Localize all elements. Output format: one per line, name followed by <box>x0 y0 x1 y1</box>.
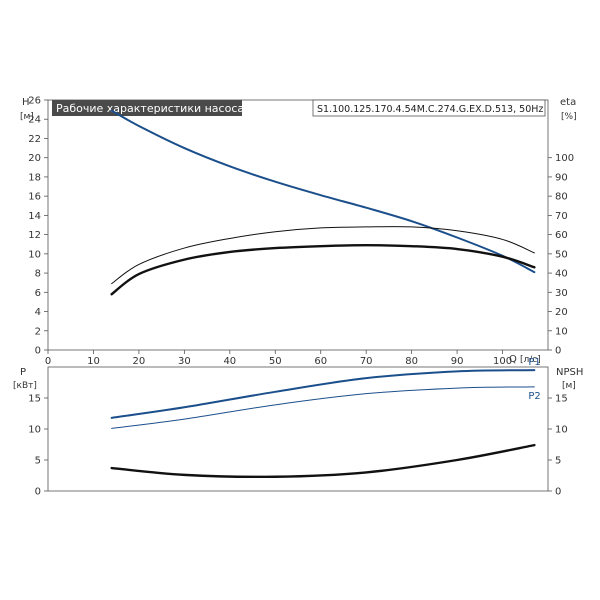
right-tick-label: 80 <box>555 192 568 203</box>
curves: P1 P2 <box>110 109 541 479</box>
eta-axis-name: eta <box>560 97 576 108</box>
left-tick-label: 0 <box>35 346 41 357</box>
x-tick-label: 10 <box>87 356 100 367</box>
x-tick-label: 90 <box>451 356 464 367</box>
curve-p2 <box>111 386 535 429</box>
left-tick-label: 14 <box>28 211 41 222</box>
left-tick-label: 18 <box>28 172 41 183</box>
right-tick-label: 50 <box>555 249 568 260</box>
left-tick-label: 20 <box>28 153 41 164</box>
left-tick-label: 4 <box>35 307 41 318</box>
left-tick-label: 5 <box>35 456 41 467</box>
npsh-axis-name: NPSH <box>556 367 583 378</box>
model-code-box <box>312 99 546 117</box>
right-tick-label: 15 <box>555 394 568 405</box>
right-tick-label: 40 <box>555 269 568 280</box>
left-tick-label: 10 <box>28 249 41 260</box>
head-axis-unit: [м] <box>20 112 34 122</box>
eta-axis-unit: [%] <box>561 112 577 122</box>
chart-title: Рабочие характеристики насоса <box>56 102 244 115</box>
x-tick-label: 30 <box>178 356 191 367</box>
left-tick-label: 24 <box>28 115 41 126</box>
curve-top-0 <box>110 109 536 274</box>
power-axis-name: P <box>20 367 26 378</box>
top-plot-frame <box>47 99 549 351</box>
right-tick-label: 30 <box>555 288 568 299</box>
left-tick-label: 16 <box>28 192 41 203</box>
left-tick-label: 26 <box>28 96 41 107</box>
x-tick-label: 80 <box>405 356 418 367</box>
power-axis-unit: [кВт] <box>13 381 37 391</box>
right-tick-label: 10 <box>555 326 568 337</box>
left-tick-label: 6 <box>35 288 41 299</box>
x-tick-label: 60 <box>314 356 327 367</box>
series-label-p2: P2 <box>528 391 540 402</box>
x-tick-label: 40 <box>223 356 236 367</box>
right-tick-label: 60 <box>555 230 568 241</box>
left-tick-label: 10 <box>28 425 41 436</box>
x-tick-label: 0 <box>45 356 51 367</box>
right-tick-label: 90 <box>555 172 568 183</box>
left-tick-label: 0 <box>35 487 41 498</box>
x-tick-label: 100 <box>493 356 512 367</box>
x-tick-label: 20 <box>133 356 146 367</box>
npsh-axis-unit: [м] <box>562 381 576 391</box>
right-tick-label: 20 <box>555 307 568 318</box>
bottom-plot-frame <box>47 366 549 492</box>
curve-bottom-2 <box>110 443 536 479</box>
model-code: S1.100.125.170.4.54M.C.274.G.EX.D.513, 5… <box>317 104 543 115</box>
chart-title-box <box>52 100 242 116</box>
flow-axis-name: Q <box>509 354 517 365</box>
series-label-p1: P1 <box>528 357 540 368</box>
x-tick-label: 50 <box>269 356 282 367</box>
right-tick-label: 100 <box>555 153 574 164</box>
curve-top-1 <box>110 243 536 296</box>
right-tick-label: 0 <box>555 487 561 498</box>
left-tick-label: 8 <box>35 269 41 280</box>
right-tick-label: 10 <box>555 425 568 436</box>
curve-top-2 <box>111 226 535 285</box>
curve-p1 <box>110 369 536 419</box>
flow-axis-unit: [л/с] <box>520 355 541 365</box>
right-tick-label: 70 <box>555 211 568 222</box>
right-tick-label: 0 <box>555 346 561 357</box>
left-tick-label: 2 <box>35 326 41 337</box>
left-tick-label: 15 <box>28 394 41 405</box>
right-tick-label: 5 <box>555 456 561 467</box>
left-tick-label: 12 <box>28 230 41 241</box>
head-axis-name: H <box>22 97 30 108</box>
left-tick-label: 22 <box>28 134 41 145</box>
x-tick-label: 70 <box>360 356 373 367</box>
axis-ticks: 0246810121416182022242601020304050607080… <box>28 96 574 498</box>
